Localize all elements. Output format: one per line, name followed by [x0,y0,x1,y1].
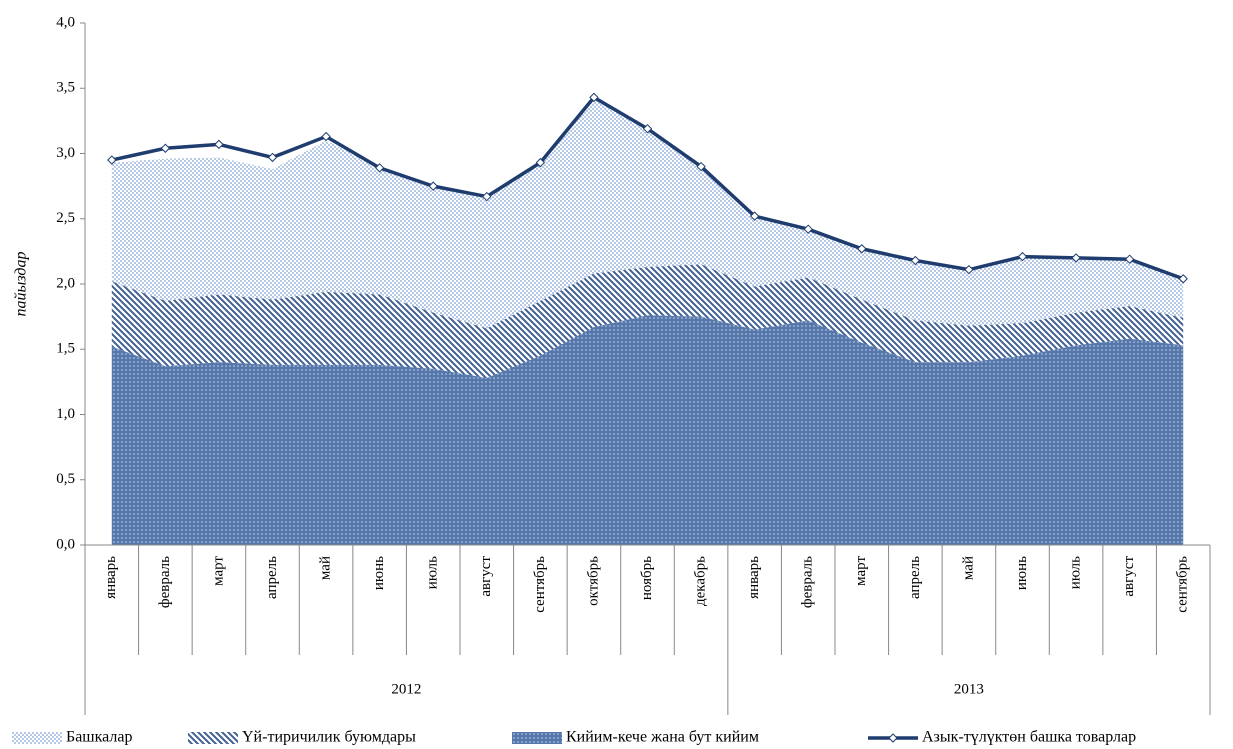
marker [482,191,492,202]
x-tick-label: ноябрь [639,556,655,600]
x-tick-label: июнь [1014,556,1030,590]
y-tick-label: 3,5 [56,80,75,96]
x-tick-label: февраль [157,556,173,608]
marker [642,123,653,134]
legend-swatch [12,732,62,744]
group-label: 2012 [391,681,421,697]
x-tick-label: март [853,556,869,586]
marker [374,163,385,173]
marker [910,255,921,266]
x-tick-label: май [960,556,976,580]
marker [1017,251,1028,262]
x-tick-label: август [478,556,494,597]
x-tick-label: апрель [907,556,923,599]
area [111,98,1184,329]
area [111,315,1184,545]
x-tick-label: июль [1068,556,1084,589]
legend-label: Үй-тиричилик буюмдары [242,729,416,746]
y-tick-label: 3,0 [56,145,75,161]
marker [107,155,117,165]
marker [214,139,224,150]
y-tick-label: 1,5 [56,341,75,357]
marker [321,131,331,142]
marker [1071,253,1081,263]
legend-swatch [188,732,238,744]
y-tick-label: 4,0 [56,14,75,30]
x-tick-label: сентябрь [1175,556,1191,613]
y-tick-label: 0,5 [56,471,75,487]
x-tick-label: январь [746,556,762,599]
marker [589,92,599,103]
x-tick-label: март [210,556,226,586]
y-axis-label: пайыздар [13,252,30,317]
legend-label: Азык-түлүктөн башка товарлар [922,729,1136,746]
x-tick-label: январь [103,556,119,599]
x-tick-label: июль [425,556,441,589]
marker [857,244,867,254]
y-tick-label: 2,5 [56,210,75,226]
area [111,264,1184,378]
y-tick-label: 0,0 [56,536,75,552]
marker [1124,254,1135,264]
x-tick-label: февраль [800,556,816,608]
marker [696,161,706,172]
x-tick-label: май [318,556,334,580]
marker [803,224,813,234]
y-tick-label: 2,0 [56,275,75,291]
x-tick-label: сентябрь [532,556,548,613]
legend-label: Башкалар [66,729,132,746]
x-tick-label: июнь [371,556,387,590]
marker [267,152,278,163]
marker [749,211,760,221]
y-tick-label: 1,0 [56,406,75,422]
group-label: 2013 [954,681,984,697]
marker [1178,274,1188,284]
marker [428,181,438,191]
x-tick-label: апрель [264,556,280,599]
legend-marker [888,733,898,743]
x-tick-label: октябрь [585,556,601,606]
x-tick-label: август [1121,556,1137,597]
legend-label: Кийим-кече жана бут кийим [566,729,759,746]
legend-swatch [512,732,562,744]
marker [160,143,171,153]
marker [535,157,546,168]
marker [964,264,974,275]
x-tick-label: декабрь [693,556,709,606]
